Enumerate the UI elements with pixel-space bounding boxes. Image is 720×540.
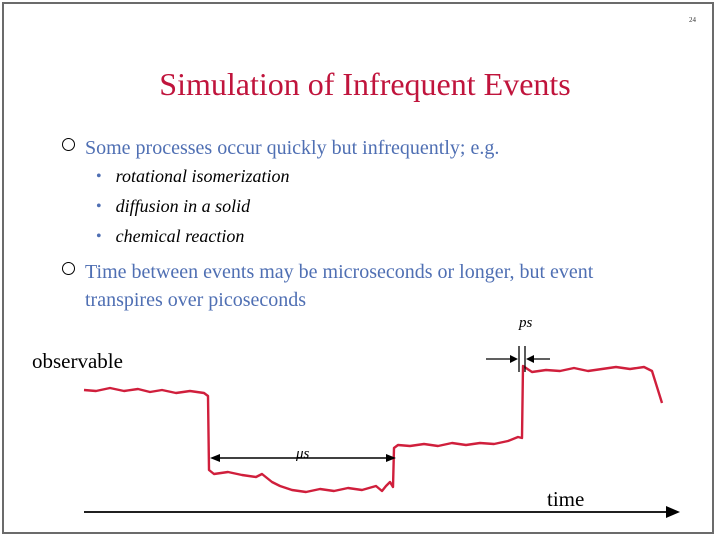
sub-bullet-1-text: rotational isomerization	[115, 166, 290, 186]
bullet-1: Some processes occur quickly but infrequ…	[62, 134, 499, 162]
observable-signal-trace	[83, 364, 664, 494]
time-label: time	[547, 487, 585, 511]
slide-title: Simulation of Infrequent Events	[159, 66, 571, 102]
sub-bullet-3: • chemical reaction	[96, 226, 244, 247]
bullet-2: Time between events may be microseconds …	[62, 258, 662, 314]
slide-frame	[2, 2, 714, 534]
arrowhead-left-icon	[526, 355, 534, 363]
sub-bullet-3-text: chemical reaction	[115, 226, 245, 246]
arrowhead-right-icon	[386, 454, 396, 462]
observable-label: observable	[32, 349, 123, 373]
sub-bullet-2: • diffusion in a solid	[96, 196, 250, 217]
dot-bullet-icon: •	[96, 227, 102, 245]
dot-bullet-icon: •	[96, 167, 102, 185]
sub-bullet-1: • rotational isomerization	[96, 166, 289, 187]
page-number: 24	[689, 16, 696, 24]
time-axis-arrowhead-icon	[666, 506, 680, 518]
hollow-circle-bullet-icon	[62, 262, 75, 275]
bullet-2-text: Time between events may be microseconds …	[85, 261, 594, 311]
bullet-1-text: Some processes occur quickly but infrequ…	[85, 137, 500, 159]
dot-bullet-icon: •	[96, 197, 102, 215]
picosecond-label: ps	[519, 315, 533, 331]
microsecond-label: μs	[296, 446, 310, 462]
sub-bullet-2-text: diffusion in a solid	[115, 196, 251, 216]
arrowhead-left-icon	[210, 454, 220, 462]
arrowhead-right-icon	[510, 355, 518, 363]
hollow-circle-bullet-icon	[62, 138, 75, 151]
